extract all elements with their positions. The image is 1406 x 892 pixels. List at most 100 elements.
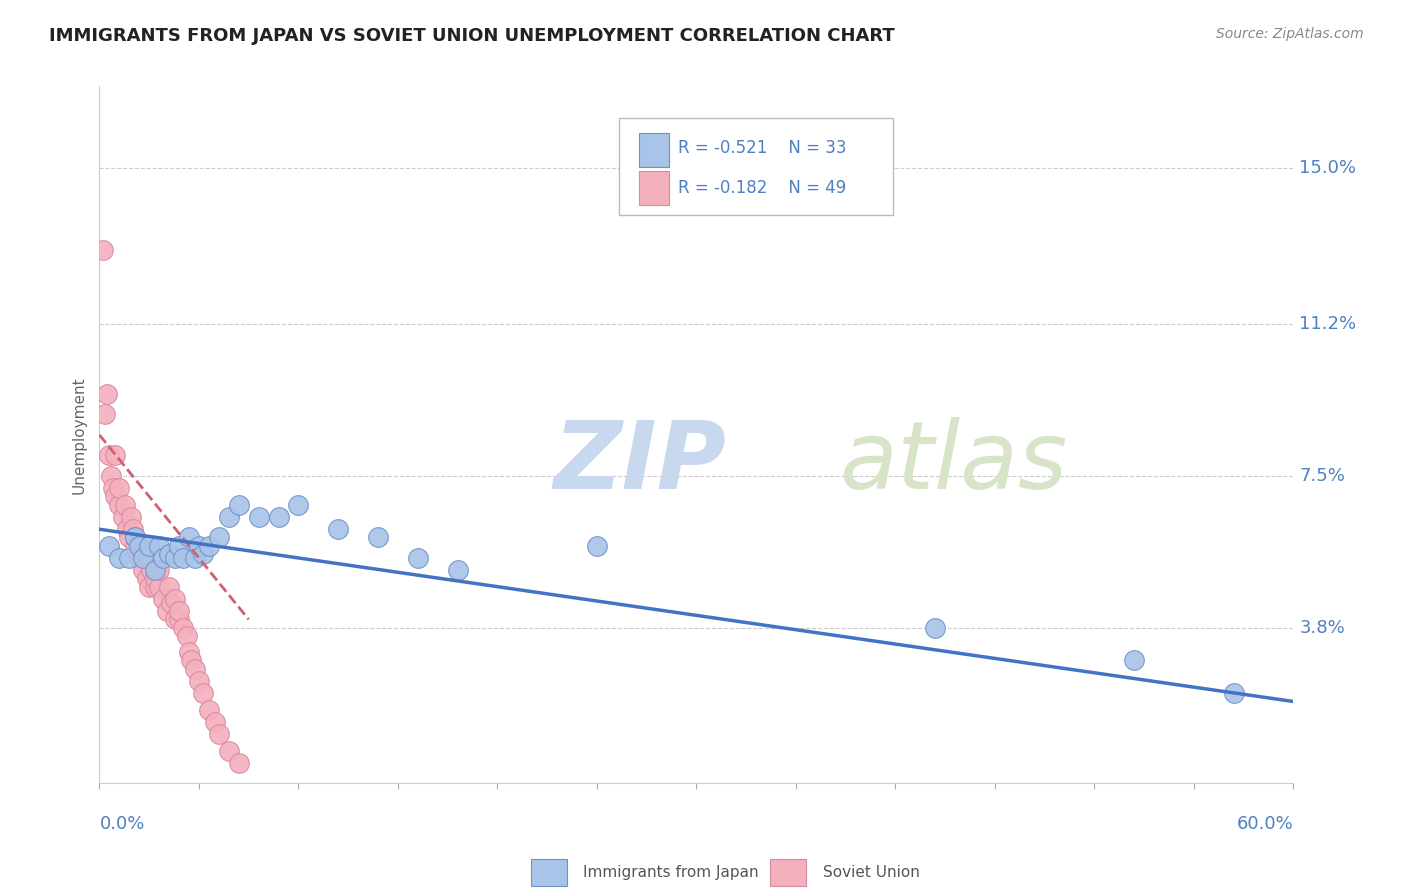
Point — [446, 563, 468, 577]
Point — [132, 547, 155, 561]
Point — [103, 481, 125, 495]
Text: ZIP: ZIP — [553, 417, 725, 508]
Point — [138, 539, 160, 553]
Text: R = -0.182    N = 49: R = -0.182 N = 49 — [679, 179, 846, 197]
Point — [157, 547, 180, 561]
Point — [122, 522, 145, 536]
Point — [198, 539, 221, 553]
Text: atlas: atlas — [839, 417, 1069, 508]
Point — [136, 571, 159, 585]
Point — [148, 563, 170, 577]
Point — [141, 563, 163, 577]
Point — [124, 539, 146, 553]
FancyBboxPatch shape — [640, 171, 669, 205]
Point — [204, 714, 226, 729]
Point — [128, 539, 150, 553]
Point — [124, 531, 146, 545]
Point — [167, 539, 190, 553]
Text: Immigrants from Japan: Immigrants from Japan — [583, 865, 759, 880]
Point — [177, 531, 200, 545]
Point — [143, 563, 166, 577]
Point — [406, 551, 429, 566]
Point — [132, 551, 155, 566]
Text: 15.0%: 15.0% — [1299, 160, 1357, 178]
Point — [93, 244, 115, 258]
Text: 3.8%: 3.8% — [1299, 619, 1346, 637]
Point — [156, 604, 179, 618]
Point — [247, 510, 270, 524]
Point — [367, 531, 389, 545]
Point — [191, 686, 214, 700]
Point — [138, 580, 160, 594]
Point — [176, 629, 198, 643]
Point — [152, 551, 174, 566]
Point — [924, 621, 946, 635]
Point — [117, 522, 139, 536]
Text: 60.0%: 60.0% — [1236, 815, 1294, 833]
Point — [148, 580, 170, 594]
Text: R = -0.521    N = 33: R = -0.521 N = 33 — [679, 139, 846, 157]
Point — [143, 580, 166, 594]
Point — [198, 703, 221, 717]
Point — [98, 449, 121, 463]
Point — [586, 539, 609, 553]
Point — [267, 510, 290, 524]
Point — [187, 539, 209, 553]
Point — [124, 531, 146, 545]
Point — [118, 551, 141, 566]
Point — [218, 510, 240, 524]
Text: 0.0%: 0.0% — [100, 815, 145, 833]
Point — [1222, 686, 1244, 700]
Point — [180, 653, 202, 667]
Point — [128, 539, 150, 553]
Point — [100, 469, 122, 483]
Text: Source: ZipAtlas.com: Source: ZipAtlas.com — [1216, 27, 1364, 41]
Point — [167, 604, 190, 618]
Point — [167, 612, 190, 626]
Text: 7.5%: 7.5% — [1299, 467, 1346, 485]
Point — [120, 510, 142, 524]
Point — [208, 531, 231, 545]
Text: 11.2%: 11.2% — [1299, 315, 1357, 334]
Point — [184, 662, 207, 676]
Point — [1123, 653, 1146, 667]
Point — [157, 580, 180, 594]
Point — [132, 563, 155, 577]
Point — [328, 522, 350, 536]
Point — [160, 596, 183, 610]
Point — [94, 408, 117, 422]
Point — [163, 612, 186, 626]
Point — [163, 551, 186, 566]
Point — [172, 551, 194, 566]
Point — [114, 498, 136, 512]
Point — [228, 498, 250, 512]
Text: IMMIGRANTS FROM JAPAN VS SOVIET UNION UNEMPLOYMENT CORRELATION CHART: IMMIGRANTS FROM JAPAN VS SOVIET UNION UN… — [49, 27, 896, 45]
Point — [228, 756, 250, 770]
Point — [148, 539, 170, 553]
Point — [128, 551, 150, 566]
Point — [184, 551, 207, 566]
Point — [208, 727, 231, 741]
Point — [287, 498, 309, 512]
Point — [112, 510, 135, 524]
Point — [104, 449, 127, 463]
Point — [187, 673, 209, 688]
Point — [104, 490, 127, 504]
FancyBboxPatch shape — [619, 118, 893, 215]
Point — [172, 621, 194, 635]
Point — [163, 591, 186, 606]
Point — [108, 551, 131, 566]
FancyBboxPatch shape — [640, 133, 669, 167]
Point — [143, 571, 166, 585]
Point — [191, 547, 214, 561]
Point — [96, 387, 118, 401]
Point — [98, 539, 121, 553]
Point — [118, 531, 141, 545]
Point — [108, 498, 131, 512]
Point — [177, 645, 200, 659]
Point — [218, 744, 240, 758]
Point — [152, 591, 174, 606]
Point — [108, 481, 131, 495]
Y-axis label: Unemployment: Unemployment — [72, 376, 86, 494]
Text: Soviet Union: Soviet Union — [823, 865, 920, 880]
